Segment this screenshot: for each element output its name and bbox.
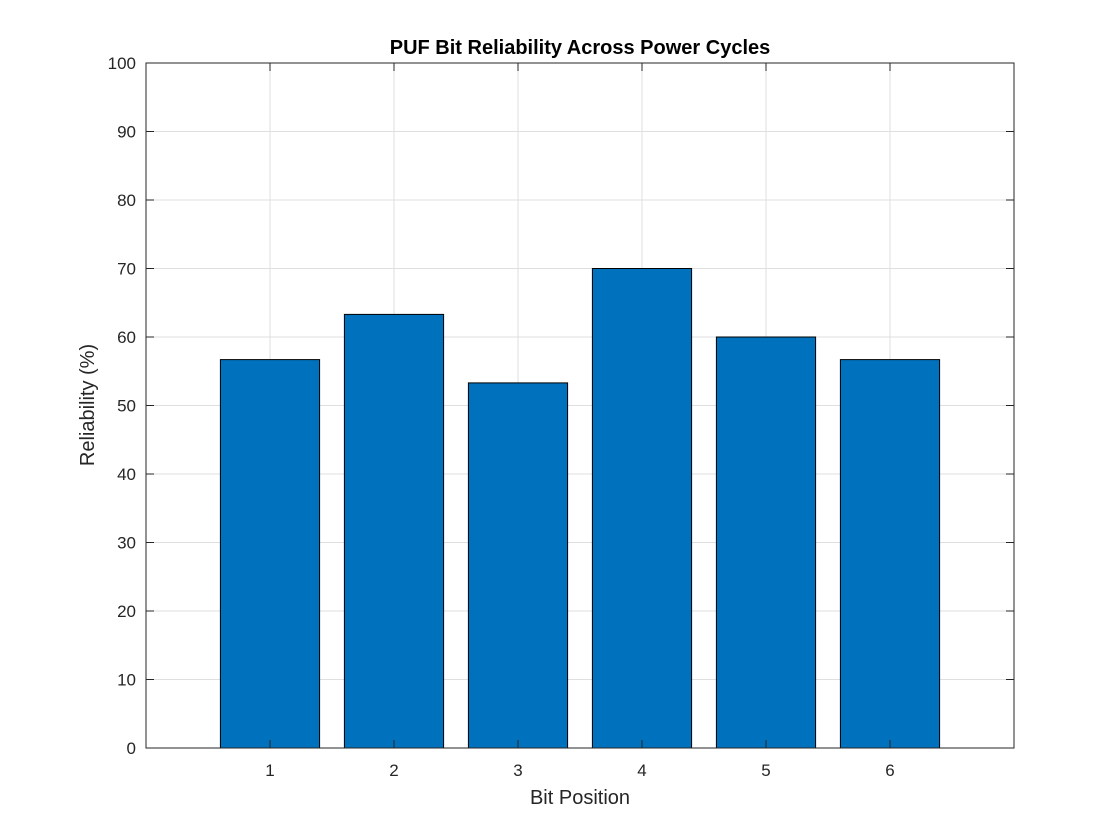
- bar-6: [839, 359, 941, 749]
- y-tick-label: 10: [117, 671, 136, 690]
- x-tick-label: 3: [513, 761, 522, 780]
- x-tick-labels: 1 2 3 4 5 6: [265, 761, 894, 780]
- bar-5: [715, 336, 817, 749]
- bar-4: [591, 268, 693, 749]
- x-tick-label: 4: [637, 761, 646, 780]
- y-tick-label: 80: [117, 191, 136, 210]
- bar-1: [219, 359, 321, 749]
- y-tick-label: 50: [117, 397, 136, 416]
- y-tick-label: 0: [127, 739, 136, 758]
- x-tick-label: 6: [885, 761, 894, 780]
- y-tick-labels: 0 10 20 30 40 50 60 70 80 90 100: [108, 54, 136, 758]
- y-axis-label: Reliability (%): [77, 344, 99, 466]
- bars: [219, 268, 941, 749]
- y-tick-label: 40: [117, 465, 136, 484]
- x-axis-label: Bit Position: [530, 787, 630, 809]
- x-tick-label: 1: [265, 761, 274, 780]
- y-tick-label: 60: [117, 328, 136, 347]
- x-tick-label: 5: [761, 761, 770, 780]
- y-tick-label: 70: [117, 260, 136, 279]
- bar-3: [467, 382, 569, 749]
- chart-title: PUF Bit Reliability Across Power Cycles: [390, 37, 771, 59]
- y-tick-label: 90: [117, 123, 136, 142]
- y-tick-label: 30: [117, 534, 136, 553]
- y-tick-label: 20: [117, 602, 136, 621]
- ticks: [146, 62, 1014, 749]
- bar-2: [343, 313, 445, 749]
- y-tick-label: 100: [108, 54, 136, 73]
- x-tick-label: 2: [389, 761, 398, 780]
